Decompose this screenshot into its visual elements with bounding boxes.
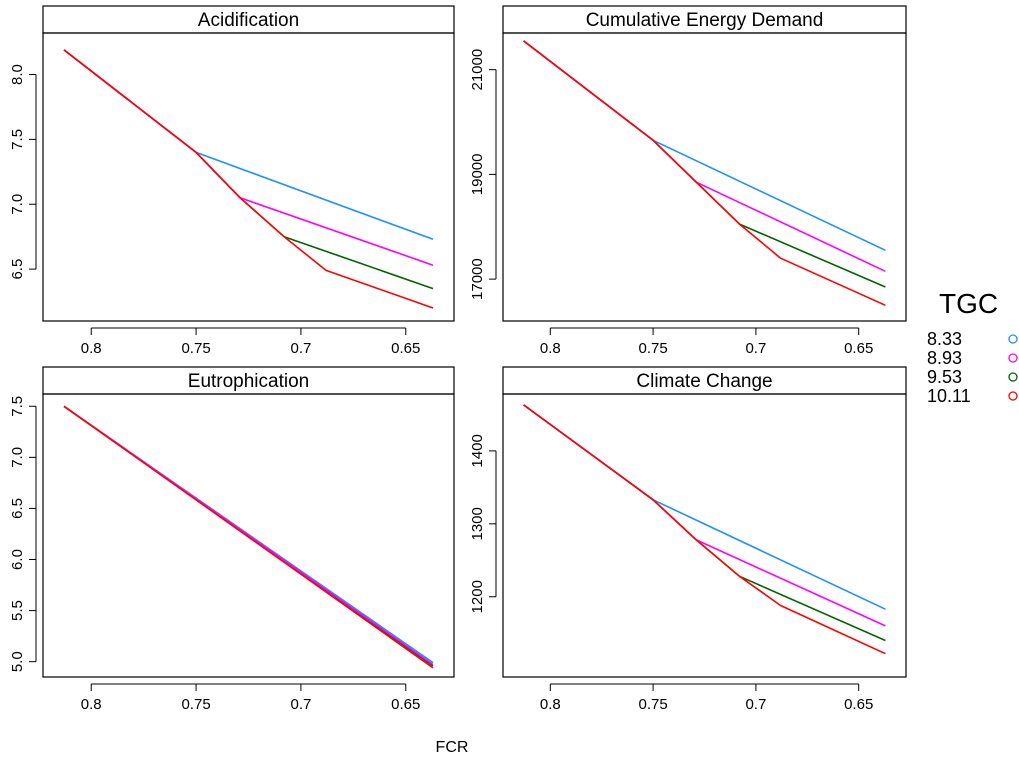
x-tick-label: 0.7 (745, 696, 766, 713)
x-tick-label: 0.65 (391, 340, 420, 357)
panel-2: Cumulative Energy Demand 0.8 0.75 0.7 0.65 17… (469, 5, 907, 357)
x-tick-label: 0.65 (844, 696, 873, 713)
y-tick-label: 8.0 (9, 64, 26, 85)
legend-marker (1008, 334, 1018, 344)
series-line-8-93 (63, 49, 434, 266)
panel-title: Climate Change (636, 371, 772, 392)
legend-label: 9.53 (927, 367, 962, 387)
legend-marker (1008, 391, 1018, 401)
series-line-9-53 (63, 49, 434, 290)
x-tick-label: 0.65 (844, 340, 873, 357)
series-line-10-11 (523, 404, 886, 655)
panel-strip (42, 366, 455, 395)
y-tick-label: 1200 (469, 580, 486, 613)
panel-title: Cumulative Energy Demand (586, 10, 824, 31)
panel-frame (502, 32, 907, 322)
legend-title: TGC (939, 288, 998, 319)
x-tick-label: 0.75 (181, 340, 210, 357)
series-line-10-11 (63, 49, 434, 309)
panel-title: Acidification (198, 10, 299, 31)
legend-label: 8.93 (927, 348, 962, 368)
y-tick-label: 6.5 (9, 498, 26, 519)
y-tick-label: 7.5 (9, 129, 26, 150)
panel-strip (502, 366, 907, 395)
x-tick-label: 0.75 (638, 696, 667, 713)
y-tick-label: 7.0 (9, 447, 26, 468)
x-tick-label: 0.75 (181, 696, 210, 713)
y-tick-label: 6.5 (9, 259, 26, 280)
x-tick-label: 0.8 (540, 340, 561, 357)
panel-frame (42, 393, 455, 678)
y-tick-label: 7.5 (9, 396, 26, 417)
legend-label: 10.11 (927, 386, 971, 406)
series-line-8-93 (523, 40, 886, 273)
chart-panels: Acidification 0.8 0.75 0.7 0.65 6.5 7.0 7.5 8.0 C… (9, 5, 907, 713)
y-tick-label: 7.0 (9, 194, 26, 215)
x-tick-label: 0.7 (290, 340, 311, 357)
series-line-8-33 (523, 40, 886, 252)
panel-4: Climate Change 0.8 0.75 0.7 0.65 1200 1300 1400 (469, 366, 907, 713)
panel-strip (502, 5, 907, 34)
y-tick-label: 1400 (469, 434, 486, 467)
x-tick-label: 0.7 (290, 696, 311, 713)
y-tick-label: 5.0 (9, 651, 26, 672)
series-line-8-33 (63, 49, 434, 241)
x-tick-label: 0.8 (81, 340, 102, 357)
y-tick-label: 1300 (469, 507, 486, 540)
y-tick-label: 19000 (469, 154, 486, 196)
panel-3: Eutrophication 0.8 0.75 0.7 0.65 5.0 5.5 6.0 6.5… (9, 366, 455, 713)
y-tick-label: 5.5 (9, 600, 26, 621)
x-tick-label: 0.75 (638, 340, 667, 357)
series-line-8-93 (523, 404, 886, 627)
x-axis-label: FCR (436, 739, 469, 756)
x-tick-label: 0.8 (81, 696, 102, 713)
legend-label: 8.33 (927, 329, 962, 349)
panel-title: Eutrophication (188, 371, 309, 392)
x-tick-label: 0.7 (745, 340, 766, 357)
x-tick-label: 0.8 (540, 696, 561, 713)
y-tick-label: 21000 (469, 49, 486, 91)
panel-strip (42, 5, 455, 34)
y-tick-label: 17000 (469, 258, 486, 300)
panel-1: Acidification 0.8 0.75 0.7 0.65 6.5 7.0 7.5 8.0 (9, 5, 455, 357)
series-line-8-33 (523, 404, 886, 610)
series-line-9-53 (523, 404, 886, 642)
series-line-10-11 (523, 40, 886, 307)
legend-marker (1008, 372, 1018, 382)
legend-marker (1008, 353, 1018, 363)
x-tick-label: 0.65 (391, 696, 420, 713)
y-tick-label: 6.0 (9, 549, 26, 570)
series-line-10-11 (63, 405, 434, 669)
panel-frame (502, 393, 907, 678)
panel-frame (42, 32, 455, 322)
